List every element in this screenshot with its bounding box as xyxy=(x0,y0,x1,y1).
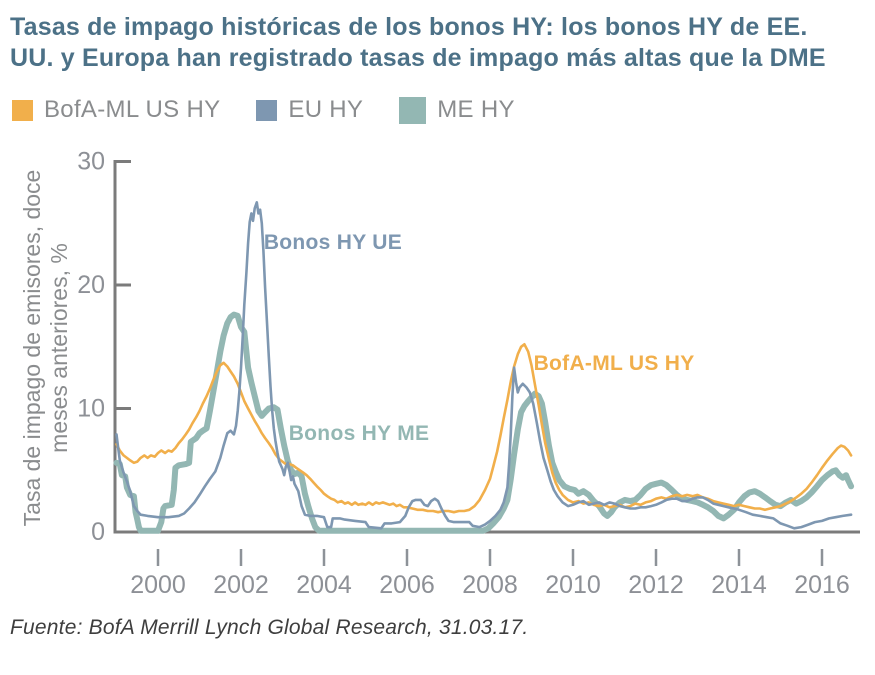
series-line-me-hy xyxy=(113,311,855,534)
x-tick-label: 2006 xyxy=(379,571,435,599)
chart-series xyxy=(113,201,855,534)
x-tick-label: 2004 xyxy=(296,571,352,599)
x-tick-label: 2008 xyxy=(462,571,518,599)
x-tick-label: 2016 xyxy=(794,571,850,599)
chart-axes: 0 10 20 30 2000 2002 2004 2006 2008 2010 2012 2014 2… xyxy=(77,148,860,599)
me-hy-swatch xyxy=(399,96,427,124)
source-note: Fuente: BofA Merrill Lynch Global Resear… xyxy=(10,616,529,639)
y-tick-label: 0 xyxy=(91,518,105,546)
chart-annotations: Bonos HY UE BofA-ML US HY Bonos HY ME xyxy=(264,231,695,445)
x-tick-label: 2014 xyxy=(711,571,767,599)
us-hy-swatch xyxy=(12,99,33,121)
axis-frame xyxy=(113,160,860,534)
x-tick-label: 2000 xyxy=(130,571,186,599)
legend-item-me-hy: ME HY xyxy=(399,96,515,124)
y-axis-title: Tasa de impago de emisores, doce meses a… xyxy=(18,169,72,527)
eu-hy-swatch xyxy=(256,99,278,121)
us-hy-legend-label: BofA-ML US HY xyxy=(44,96,221,123)
annotation-bonos-hy-me: Bonos HY ME xyxy=(289,422,430,445)
y-tick-label: 20 xyxy=(77,271,105,299)
annotation-bofa-ml-us-hy: BofA-ML US HY xyxy=(534,352,695,375)
series-line-bofa-ml-us-hy xyxy=(115,342,853,514)
chart-title: Tasas de impago históricas de los bonos … xyxy=(10,13,826,72)
x-tick-label: 2002 xyxy=(213,571,269,599)
legend-item-us-hy: BofA-ML US HY xyxy=(12,96,220,124)
x-tick-label: 2012 xyxy=(628,571,684,599)
x-tick-label: 2010 xyxy=(545,571,601,599)
me-hy-legend-label: ME HY xyxy=(437,96,515,123)
eu-hy-legend-label: EU HY xyxy=(288,96,364,123)
annotation-bonos-hy-ue: Bonos HY UE xyxy=(264,231,402,254)
y-tick-label: 30 xyxy=(77,148,105,176)
chart-legend: BofA-ML US HY EU HY ME HY xyxy=(12,94,515,126)
series-line-eu-hy xyxy=(115,201,853,530)
y-tick-label: 10 xyxy=(77,395,105,423)
legend-item-eu-hy: EU HY xyxy=(256,96,363,124)
